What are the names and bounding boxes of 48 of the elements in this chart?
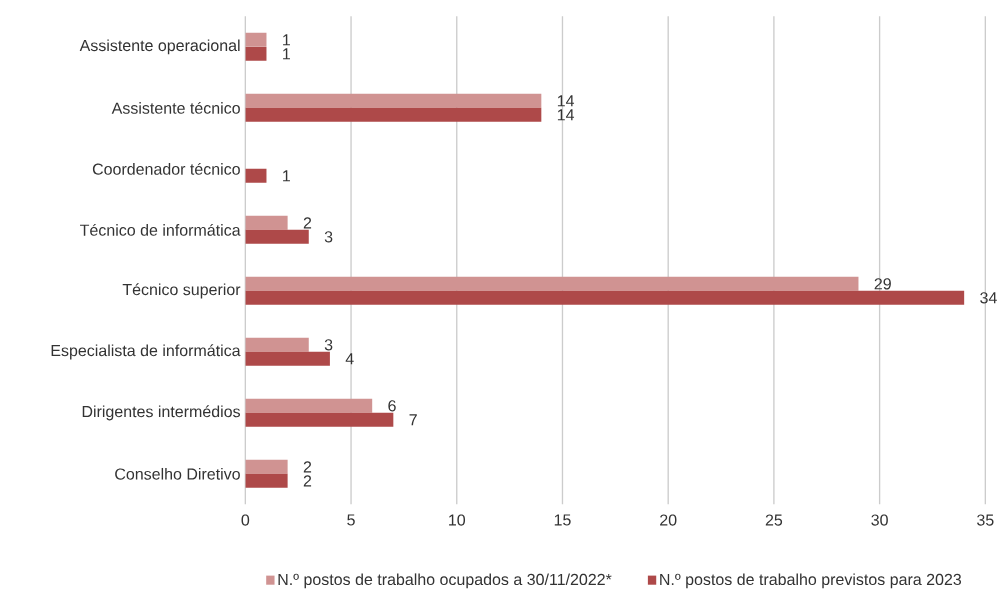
x-tick-label: 20 xyxy=(660,514,677,526)
y-tick-label: Dirigentes intermédios xyxy=(82,405,240,421)
data-label: 1 xyxy=(283,34,290,46)
x-tick-label: 30 xyxy=(871,514,888,526)
x-tick-label: 10 xyxy=(449,514,466,526)
bar xyxy=(245,93,542,108)
data-label: 1 xyxy=(283,170,290,182)
data-label: 4 xyxy=(345,353,354,365)
bar xyxy=(245,473,288,488)
bar xyxy=(245,459,288,474)
y-tick-label: Coordenador técnico xyxy=(92,162,240,175)
legend-label: N.º postos de trabalho previstos para 2023 xyxy=(660,573,962,589)
data-label: 29 xyxy=(874,278,891,290)
bar xyxy=(245,276,859,291)
legend-label: N.º postos de trabalho ocupados a 30/11/2022* xyxy=(278,573,612,589)
bar xyxy=(245,107,542,122)
data-label: 3 xyxy=(324,339,333,351)
bar xyxy=(245,32,267,47)
bar xyxy=(245,290,965,305)
data-label: 34 xyxy=(980,292,997,304)
data-label: 1 xyxy=(283,48,290,60)
bar xyxy=(245,168,267,183)
data-label: 14 xyxy=(557,95,575,107)
x-tick-label: 25 xyxy=(765,514,783,526)
y-tick-label: Assistente operacional xyxy=(79,39,240,55)
y-tick-label: Técnico superior xyxy=(122,283,241,299)
y-tick-label: Especialista de informática xyxy=(51,344,241,360)
x-tick-label: 0 xyxy=(241,514,250,526)
x-tick-label: 35 xyxy=(977,514,994,526)
bar xyxy=(245,412,394,427)
data-label: 2 xyxy=(303,461,312,473)
bar xyxy=(245,337,309,352)
data-label: 6 xyxy=(388,400,396,412)
data-label: 2 xyxy=(303,475,312,487)
x-tick-label: 15 xyxy=(554,514,571,526)
y-tick-label: Conselho Diretivo xyxy=(115,467,240,480)
y-tick-label: Técnico de informática xyxy=(80,223,241,236)
bar xyxy=(245,351,330,366)
bar xyxy=(245,46,267,61)
bar xyxy=(245,215,288,230)
data-label: 3 xyxy=(324,231,333,243)
bar xyxy=(245,398,373,413)
x-tick-label: 5 xyxy=(347,514,355,526)
data-label: 7 xyxy=(409,414,417,426)
data-label: 14 xyxy=(557,109,575,121)
y-tick-label: Assistente técnico xyxy=(111,101,240,114)
bar xyxy=(245,229,309,244)
data-label: 2 xyxy=(303,217,312,229)
